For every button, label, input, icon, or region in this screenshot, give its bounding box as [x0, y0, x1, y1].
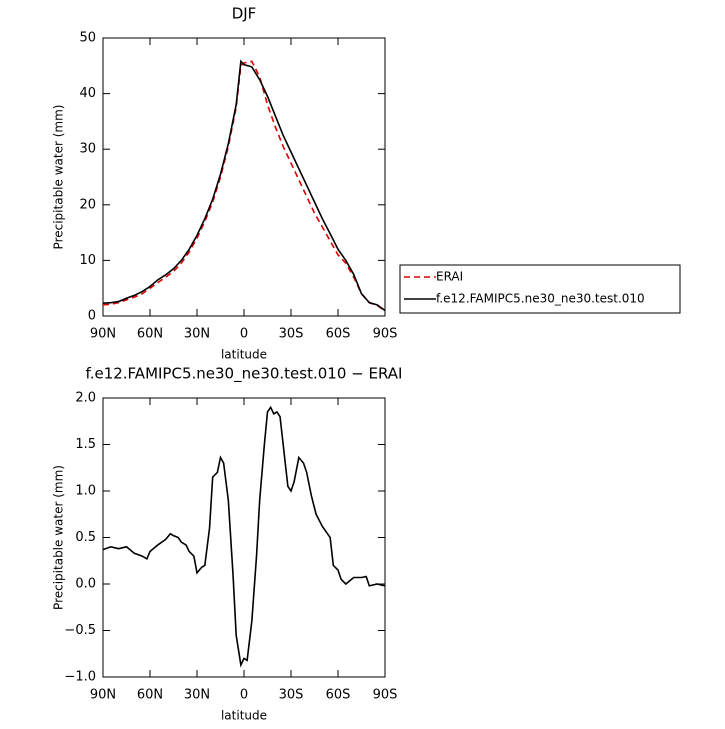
- y-axis-label: Precipitable water (mm): [52, 465, 66, 610]
- x-tick-label: 0: [240, 688, 248, 703]
- legend-frame: [399, 264, 681, 314]
- chart-title: DJF: [232, 5, 257, 23]
- plot-frame: [102, 37, 386, 317]
- y-tick-label: 20: [79, 197, 96, 212]
- x-tick-label: 60S: [326, 327, 351, 342]
- y-tick-label: 0: [88, 309, 96, 324]
- legend-label: ERAI: [436, 270, 463, 284]
- legend-label: f.e12.FAMIPC5.ne30_ne30.test.010: [436, 292, 645, 306]
- chart-title: f.e12.FAMIPC5.ne30_ne30.test.010 − ERAI: [86, 365, 403, 384]
- y-tick-label: 50: [79, 31, 96, 46]
- x-tick-label: 60S: [326, 688, 351, 703]
- x-tick-label: 30S: [279, 327, 304, 342]
- y-tick-label: 30: [79, 142, 96, 157]
- data-line: [102, 405, 386, 668]
- data-line: [102, 59, 386, 312]
- y-tick-label: 0.0: [75, 577, 96, 592]
- y-tick-label: 1.0: [75, 484, 96, 499]
- y-tick-label: 10: [79, 253, 96, 268]
- x-tick-label: 90S: [373, 327, 398, 342]
- y-tick-label: 2.0: [75, 391, 96, 406]
- x-tick-label: 30N: [184, 327, 210, 342]
- y-tick-label: 0.5: [75, 530, 96, 545]
- y-tick-label: −0.5: [64, 623, 96, 638]
- y-axis-label: Precipitable water (mm): [52, 105, 66, 250]
- plot-frame: [102, 397, 386, 678]
- y-tick-label: 1.5: [75, 437, 96, 452]
- x-axis-label: latitude: [221, 709, 267, 723]
- y-tick-label: −1.0: [64, 670, 96, 685]
- x-tick-label: 0: [240, 327, 248, 342]
- x-tick-label: 90N: [90, 327, 116, 342]
- x-tick-label: 60N: [137, 688, 163, 703]
- x-tick-label: 30N: [184, 688, 210, 703]
- x-tick-label: 60N: [137, 327, 163, 342]
- data-line: [102, 60, 386, 312]
- x-tick-label: 30S: [279, 688, 304, 703]
- x-axis-label: latitude: [221, 348, 267, 362]
- y-tick-label: 40: [79, 86, 96, 101]
- x-tick-label: 90S: [373, 688, 398, 703]
- x-tick-label: 90N: [90, 688, 116, 703]
